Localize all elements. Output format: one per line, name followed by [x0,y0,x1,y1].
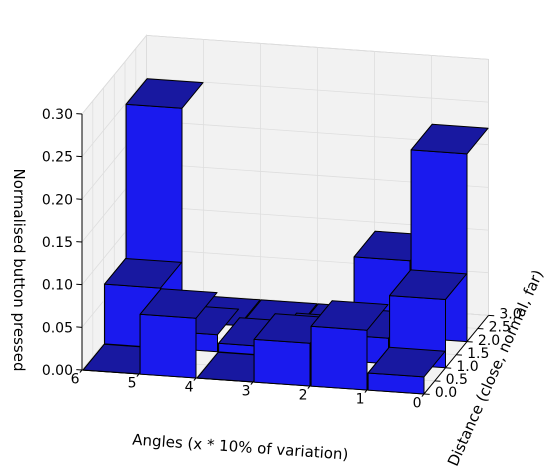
z-tick-label: 0.10 [42,278,73,294]
y-tick-label: 1.0 [456,359,478,375]
bar-top-face [310,300,389,331]
z-tick-label: 0.15 [42,235,73,251]
grid-line-z [81,34,489,115]
bar-top-face [367,346,446,378]
y-tick-labels: 0.00.51.01.52.02.53.0 [435,307,522,402]
bar-front-face [139,313,197,379]
y-tick-label: 3.0 [499,307,521,323]
z-tick-label: 0.25 [42,150,73,166]
z-tick-label: 0.00 [42,363,73,379]
bar [389,269,468,369]
z-axis-label: Normalised button pressed [10,169,28,372]
y-tick-label: 1.5 [467,346,489,362]
bar-top-face [139,288,218,319]
z-tick-labels: 0.00 0.05 0.10 0.15 0.20 0.25 0.30 [42,107,73,379]
bar [139,288,218,379]
bar-front-face [310,325,368,391]
x-tick-label: 0 [413,395,422,411]
z-tick-label: 0.05 [42,320,73,336]
z-tick-label: 0.20 [42,192,73,208]
x-tick-label: 6 [71,371,80,387]
bar-top-face [104,258,183,289]
bar-top-face [410,123,489,155]
bar-top-face [389,269,468,300]
bars [82,78,489,395]
x-tick-label: 3 [242,383,251,399]
bar-top-face [125,78,204,109]
bar [310,300,389,391]
x-tick-label: 4 [185,379,194,395]
y-tick-label: 0.0 [435,385,457,401]
y-tick-label: 2.5 [489,320,511,336]
bar-front-face [253,338,311,387]
z-tick-label: 0.30 [42,107,73,123]
y-tick-label: 0.5 [446,372,468,388]
x-tick-label: 1 [356,391,365,407]
x-tick-labels: 0 1 2 3 4 5 6 [71,371,422,411]
grid-line-z [81,77,489,157]
bar [367,346,446,395]
y-tick-label: 2.0 [478,333,500,349]
x-tick-label: 5 [128,375,137,391]
x-axis-label: Angles (x * 10% of variation) [132,430,349,463]
x-tick-label: 2 [299,387,308,403]
